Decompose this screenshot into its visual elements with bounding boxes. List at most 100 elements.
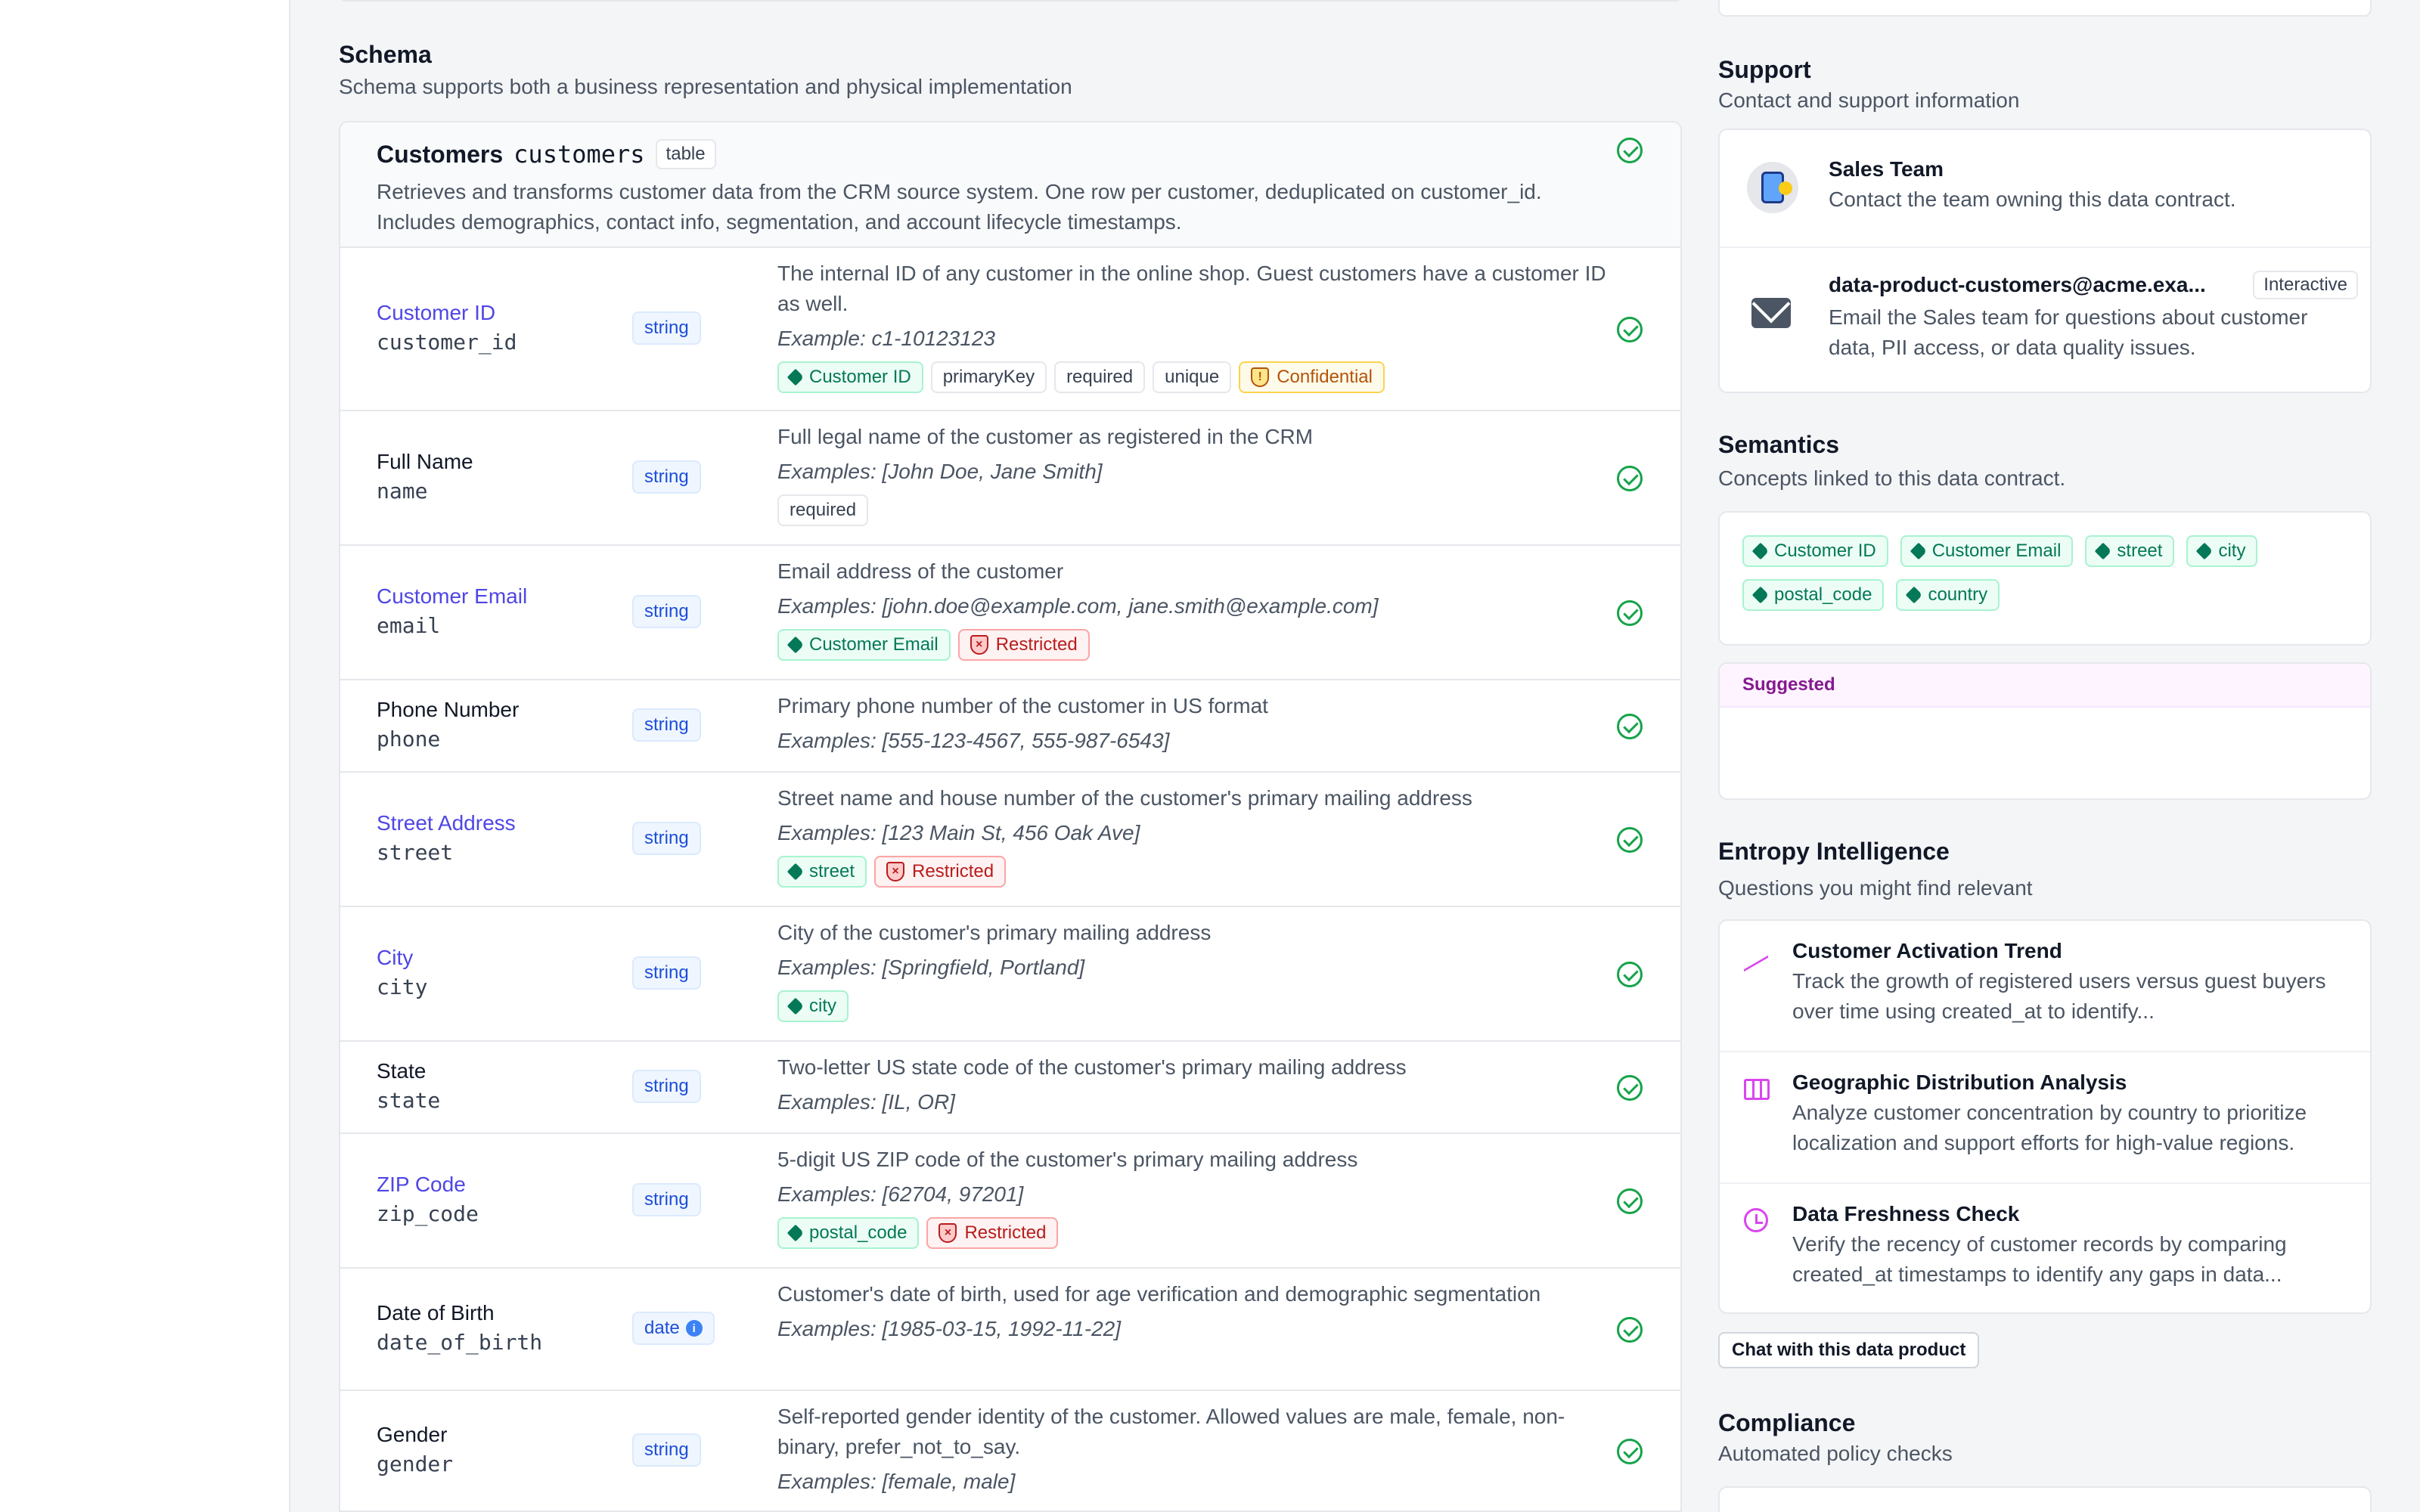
tag-sem[interactable]: postal_code: [777, 1217, 920, 1249]
field-type-badge: string: [632, 595, 701, 628]
field-examples: Examples: [62704, 97201]: [777, 1182, 1024, 1206]
field-examples: Examples: [female, male]: [777, 1470, 1016, 1493]
schema-table-card: Customers customers table Retrieves and …: [339, 121, 1682, 1512]
tag-rest: × Restricted: [926, 1217, 1059, 1249]
schema-header: Schema Schema supports both a business r…: [339, 41, 1072, 99]
left-navigation: [0, 0, 290, 1512]
field-business-name[interactable]: ZIP Code: [377, 1173, 466, 1196]
tag-icon: [786, 368, 805, 386]
field-physical-name: phone: [377, 727, 441, 751]
field-details: Self-reported gender identity of the cus…: [777, 1402, 1609, 1497]
semantic-tag[interactable]: postal_code: [1742, 579, 1885, 611]
semantic-tag[interactable]: street: [2085, 535, 2175, 567]
field-row-street[interactable]: Street Address street string Street name an…: [340, 773, 1680, 907]
tag-sem[interactable]: Customer ID: [777, 361, 923, 393]
field-check-icon: [1617, 466, 1643, 491]
field-row-date-of-birth[interactable]: Date of Birth date_of_birth date i Customer'…: [340, 1269, 1680, 1391]
tag-sem[interactable]: Customer Email: [777, 629, 951, 661]
semantic-tag-label: country: [1928, 584, 1988, 605]
tag-label: required: [1066, 367, 1134, 387]
semantic-tag[interactable]: Customer ID: [1742, 535, 1888, 567]
support-subtitle: Contact and support information: [1718, 88, 2020, 112]
question-description: Verify the recency of customer records b…: [1792, 1232, 2287, 1286]
chat-with-data-product-button[interactable]: Chat with this data product: [1718, 1332, 1980, 1368]
divider: [1720, 246, 2370, 248]
field-examples: Examples: [555-123-4567, 555-987-6543]: [777, 729, 1170, 752]
table-header: Customers customers table Retrieves and …: [340, 122, 1680, 248]
field-row-zip-code[interactable]: ZIP Code zip_code string 5-digit US ZIP cod…: [340, 1134, 1680, 1269]
divider: [1720, 1051, 2370, 1052]
field-physical-name: street: [377, 840, 454, 865]
field-business-name[interactable]: Street Address: [377, 811, 516, 835]
tag-plain: primaryKey: [930, 361, 1047, 393]
field-row-gender[interactable]: Gender gender string Self-reported gender i…: [340, 1391, 1680, 1512]
field-description: The internal ID of any customer in the o…: [777, 262, 1606, 315]
contact-email-address[interactable]: data-product-customers@acme.exa...: [1829, 273, 2206, 296]
field-business-name[interactable]: Customer ID: [377, 301, 496, 324]
field-physical-name: state: [377, 1088, 441, 1113]
field-type-label: string: [644, 1189, 689, 1210]
field-type-label: string: [644, 962, 689, 983]
field-details: Email address of the customer Examples: […: [777, 556, 1609, 661]
field-business-name[interactable]: City: [377, 946, 414, 969]
field-row-customer-id[interactable]: Customer ID customer_id string The internal…: [340, 248, 1680, 411]
field-examples: Examples: [Springfield, Portland]: [777, 956, 1085, 979]
field-type-label: date: [644, 1318, 680, 1338]
semantic-tag[interactable]: city: [2186, 535, 2258, 567]
tag-label: Restricted: [995, 634, 1078, 655]
field-row-name[interactable]: Full Name name string Full legal name of th…: [340, 411, 1680, 546]
semantics-header: Semantics Concepts linked to this data c…: [1718, 431, 2065, 491]
tag-label: Confidential: [1277, 367, 1373, 387]
table-type-badge: table: [655, 139, 716, 169]
field-check-icon: [1617, 1317, 1643, 1343]
tag-label: street: [809, 861, 855, 881]
semantic-tag-label: street: [2117, 541, 2163, 561]
field-type-badge: string: [632, 1070, 701, 1103]
clock-icon: [1744, 1208, 1770, 1234]
field-physical-name: email: [377, 613, 441, 638]
info-icon[interactable]: i: [685, 1320, 703, 1337]
field-business-name: Date of Birth: [377, 1301, 495, 1325]
shield-restricted-icon: ×: [886, 862, 905, 881]
field-tags: Customer ID primaryKey required unique! Conf…: [777, 361, 1609, 393]
suggested-card: Suggested: [1718, 662, 2372, 800]
table-description: Retrieves and transforms customer data f…: [377, 180, 1542, 234]
contact-email[interactable]: data-product-customers@acme.exa... Inter…: [1720, 248, 2370, 392]
shield-restricted-icon: ×: [970, 635, 988, 655]
field-details: Two-letter US state code of the customer…: [777, 1052, 1609, 1117]
tag-icon: [1906, 586, 1923, 604]
tag-sem[interactable]: city: [777, 990, 849, 1022]
semantics-title: Semantics: [1718, 431, 1840, 458]
field-row-city[interactable]: City city string City of the customer's pri…: [340, 907, 1680, 1042]
semantic-tag[interactable]: Customer Email: [1900, 535, 2074, 567]
contact-title: Sales Team: [1829, 157, 1944, 181]
tag-icon: [1910, 542, 1928, 560]
trend-up-icon: [1744, 943, 1770, 972]
field-row-state[interactable]: State state string Two-letter US state code…: [340, 1042, 1680, 1134]
shield-warning-icon: !: [1251, 367, 1270, 387]
field-description: Email address of the customer: [777, 559, 1064, 583]
field-name-column: Date of Birth date_of_birth: [377, 1301, 542, 1355]
field-details: Customer's date of birth, used for age v…: [777, 1279, 1609, 1344]
field-row-email[interactable]: Customer Email email string Email address o…: [340, 546, 1680, 680]
tag-sem[interactable]: street: [777, 856, 867, 888]
question-description: Analyze customer concentration by countr…: [1792, 1101, 2307, 1154]
field-name-column: Phone Number phone: [377, 698, 519, 751]
tag-rest: × Restricted: [957, 629, 1090, 661]
field-details: 5-digit US ZIP code of the customer's pr…: [777, 1145, 1609, 1249]
field-tags: required: [777, 494, 1609, 526]
field-business-name[interactable]: Customer Email: [377, 584, 528, 608]
field-check-icon: [1617, 317, 1643, 342]
compliance-card: [1718, 1486, 2372, 1512]
tag-label: Customer Email: [809, 634, 939, 655]
field-tags: street × Restricted: [777, 856, 1609, 888]
contact-sales-team[interactable]: Sales Team Contact the team owning this …: [1720, 130, 2370, 248]
field-examples: Example: c1-10123123: [777, 327, 995, 350]
field-type-badge[interactable]: date i: [632, 1312, 715, 1345]
semantic-tag[interactable]: country: [1896, 579, 2000, 611]
field-tags: postal_code × Restricted: [777, 1217, 1609, 1249]
divider: [1720, 1182, 2370, 1184]
field-examples: Examples: [123 Main St, 456 Oak Ave]: [777, 821, 1140, 844]
field-row-phone[interactable]: Phone Number phone string Primary phone num…: [340, 680, 1680, 773]
tag-plain: required: [777, 494, 869, 526]
